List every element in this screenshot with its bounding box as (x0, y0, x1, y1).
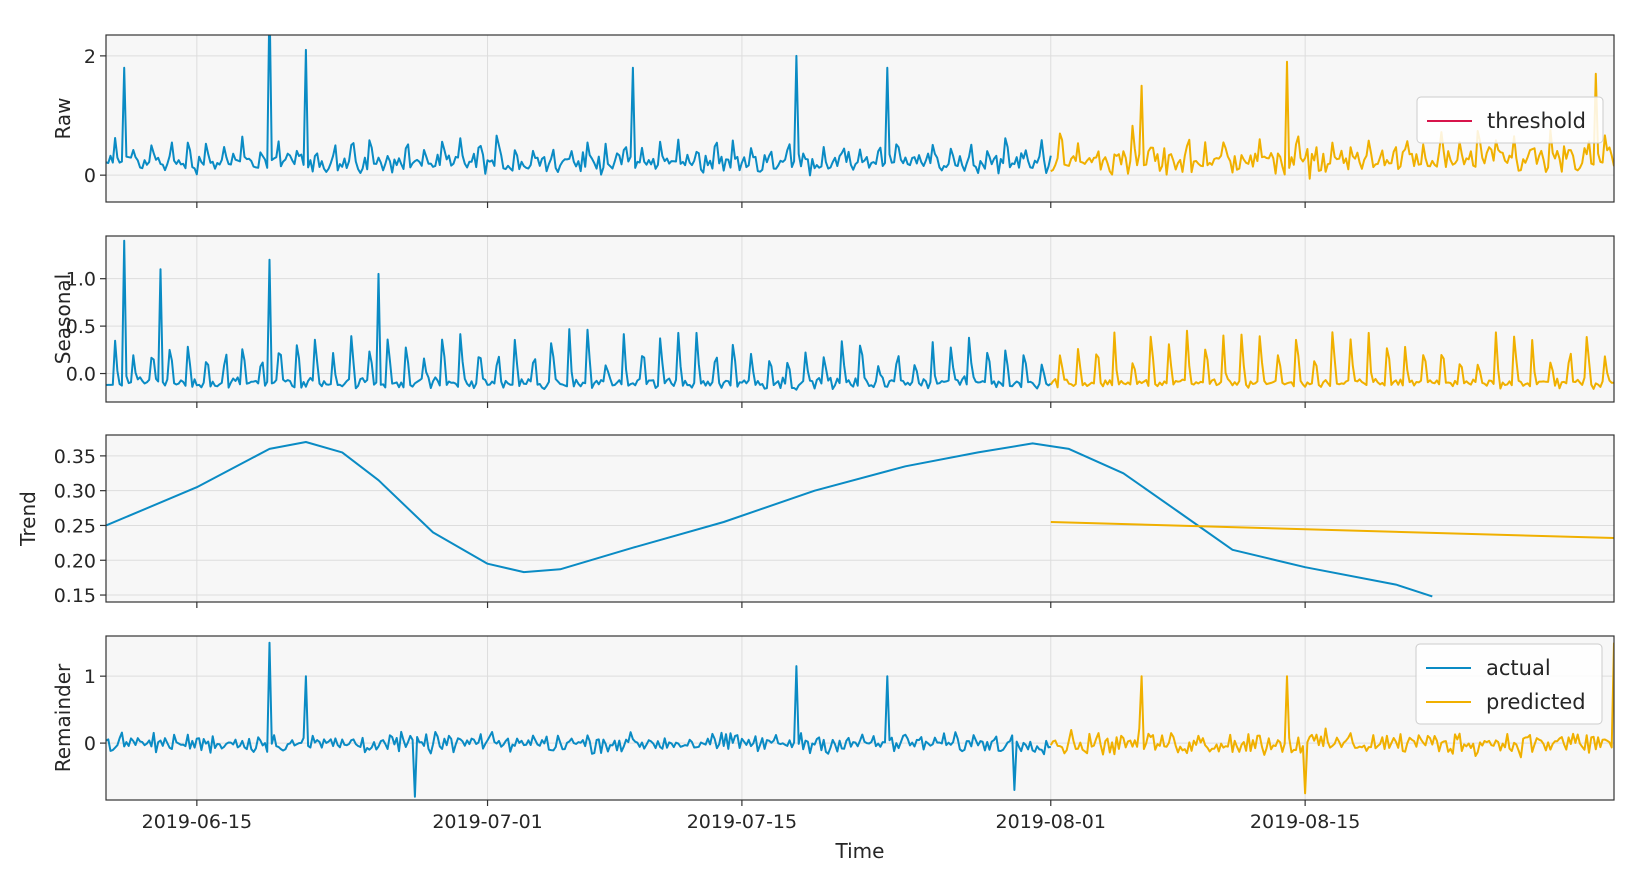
y-tick-label: 1 (84, 666, 96, 688)
y-axis-title: Remainder (51, 663, 75, 772)
y-tick-label: 2 (84, 46, 96, 68)
panel-background (106, 435, 1614, 602)
y-tick-label: 0 (84, 165, 96, 187)
y-tick-label: 0 (84, 733, 96, 755)
actual-series (106, 35, 1052, 177)
y-tick-label: 0.35 (54, 446, 96, 468)
y-tick-label: 1.0 (66, 269, 96, 291)
legend-box (1415, 643, 1603, 725)
x-axis-title: Time (835, 839, 885, 863)
y-tick-label: 0.15 (54, 585, 96, 607)
predicted-series (1050, 521, 1614, 539)
legend-label-threshold: threshold (1487, 109, 1586, 133)
x-tick-label: 2019-08-15 (1250, 811, 1360, 833)
legend-label-actual: actual (1486, 656, 1551, 680)
panel-frame (105, 34, 1615, 203)
panel-frame (105, 235, 1615, 403)
x-tick-label: 2019-06-15 (142, 811, 252, 833)
actual-series (106, 641, 1052, 798)
legend-label-predicted: predicted (1486, 690, 1586, 714)
panel-background (106, 236, 1614, 402)
x-tick-label: 2019-08-01 (996, 811, 1106, 833)
actual-series (106, 239, 1052, 391)
y-axis-title: Trend (16, 491, 40, 547)
y-tick-label: 0.20 (54, 550, 96, 572)
x-tick-label: 2019-07-15 (687, 811, 797, 833)
y-tick-label: 0.30 (54, 481, 96, 503)
legend: threshold (1416, 96, 1604, 144)
predicted-series (1050, 60, 1614, 180)
panel-background (106, 636, 1614, 800)
y-tick-label: 0.25 (54, 515, 96, 537)
predicted-series (1049, 329, 1614, 390)
panel-background (106, 35, 1614, 202)
y-axis-title: Seasonal (51, 274, 75, 364)
actual-series (106, 441, 1433, 598)
panel-frame (105, 434, 1615, 603)
y-tick-label: 0.0 (66, 364, 96, 386)
predicted-series (1049, 642, 1614, 795)
legend-box (1416, 96, 1604, 144)
y-tick-label: 0.5 (66, 316, 96, 338)
x-tick-label: 2019-07-01 (432, 811, 542, 833)
legend: actual predicted (1415, 643, 1603, 725)
y-axis-title: Raw (51, 97, 75, 139)
panel-frame (105, 635, 1615, 801)
